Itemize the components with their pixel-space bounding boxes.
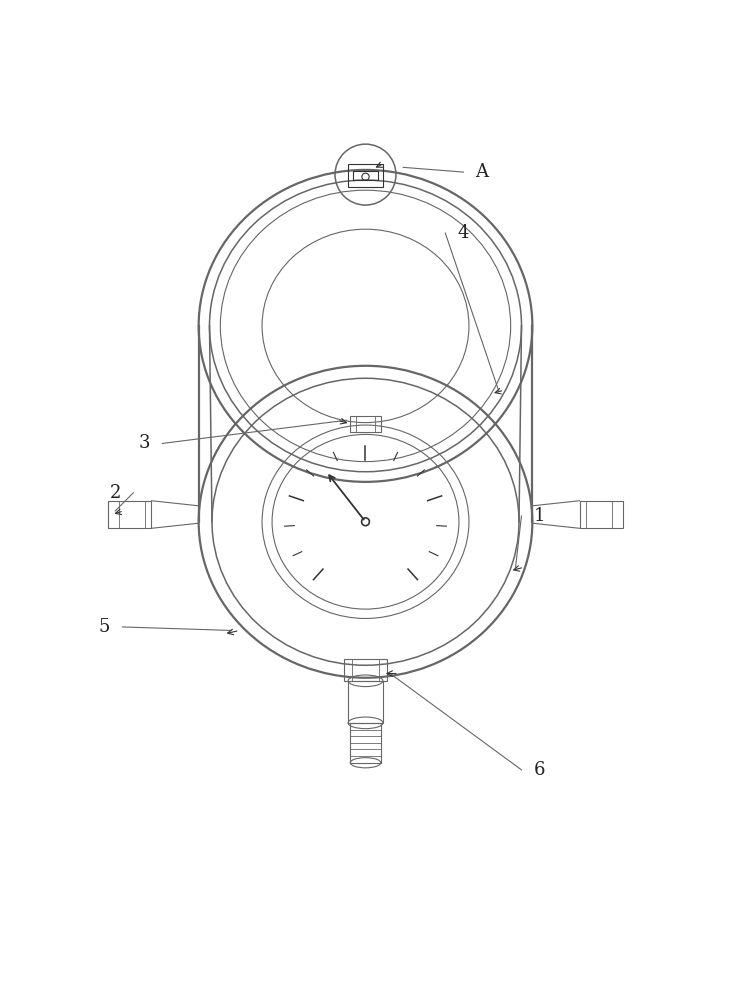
Text: 1: 1 xyxy=(534,507,545,525)
Text: 4: 4 xyxy=(458,224,469,242)
Text: 5: 5 xyxy=(99,618,110,636)
Text: 3: 3 xyxy=(138,434,150,452)
Text: 2: 2 xyxy=(110,484,121,502)
Text: 6: 6 xyxy=(534,761,545,779)
Text: A: A xyxy=(475,163,488,181)
